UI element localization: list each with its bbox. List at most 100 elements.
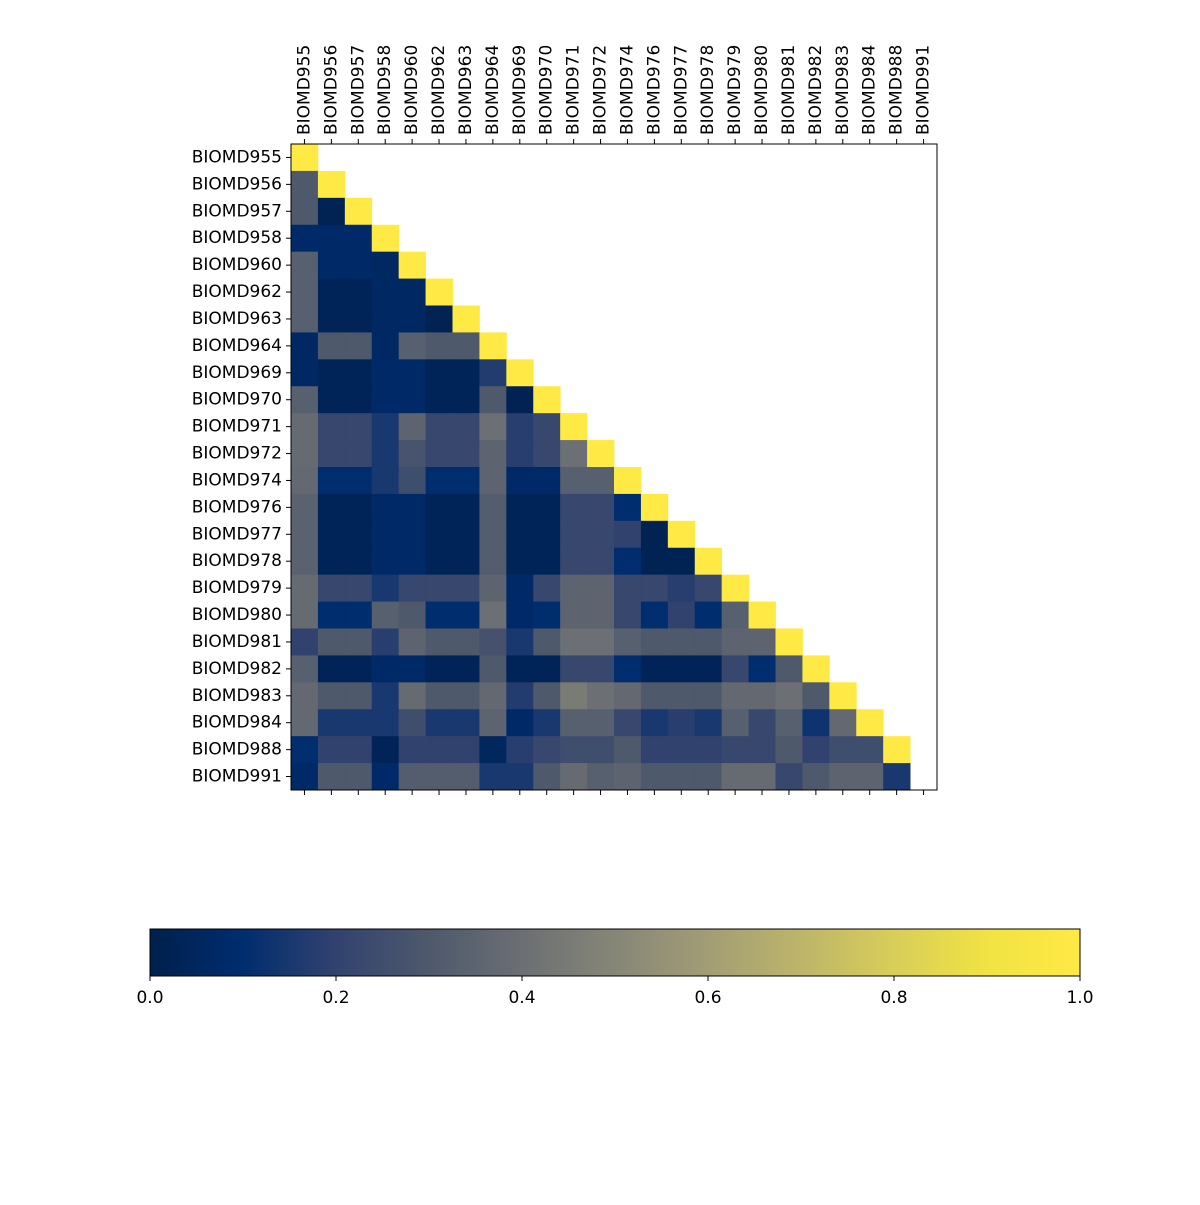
- heatmap-cell: [291, 278, 319, 306]
- heatmap-cell: [317, 493, 346, 522]
- heatmap-cell: [371, 332, 400, 360]
- heatmap-cell: [506, 547, 534, 576]
- y-tick-label: BIOMD988: [192, 740, 282, 760]
- heatmap-cell: [533, 763, 561, 791]
- heatmap-cell: [533, 574, 561, 602]
- heatmap-cell: [479, 763, 507, 791]
- heatmap-cell: [291, 359, 319, 387]
- x-tick-label: BIOMD964: [483, 45, 503, 135]
- heatmap-cell: [291, 197, 319, 226]
- heatmap-cell: [614, 574, 642, 602]
- y-tick-label: BIOMD980: [192, 605, 282, 625]
- heatmap-cell: [452, 628, 480, 656]
- heatmap-cell: [291, 628, 319, 656]
- heatmap-cell: [344, 547, 373, 576]
- heatmap-cell: [291, 144, 319, 172]
- heatmap-cell: [479, 386, 507, 414]
- y-tick-label: BIOMD979: [192, 578, 282, 598]
- heatmap-cell: [317, 574, 346, 602]
- heatmap-cell: [506, 655, 534, 683]
- heatmap-cell: [291, 440, 319, 468]
- heatmap-cell: [344, 655, 373, 683]
- heatmap-cell: [371, 493, 400, 522]
- heatmap-cell: [883, 736, 911, 764]
- colorbar-tick-label: 0.2: [322, 988, 349, 1008]
- heatmap-cell: [587, 601, 615, 629]
- heatmap-cell: [614, 467, 642, 495]
- heatmap-cell: [640, 709, 669, 737]
- heatmap-cell: [694, 763, 723, 791]
- heatmap-cell: [560, 682, 588, 710]
- x-tick-label: BIOMD991: [914, 45, 934, 135]
- heatmap-cell: [479, 709, 507, 737]
- heatmap-cell: [398, 655, 426, 683]
- colorbar-tick-label: 1.0: [1066, 988, 1093, 1008]
- heatmap-cell: [291, 709, 319, 737]
- heatmap-cell: [802, 655, 830, 683]
- heatmap-cell: [775, 628, 803, 656]
- heatmap-cell: [533, 682, 561, 710]
- heatmap-cell: [291, 467, 319, 495]
- heatmap-cell: [317, 305, 346, 333]
- heatmap-cell: [425, 332, 453, 360]
- heatmap-cell: [425, 440, 453, 468]
- heatmap-cell: [667, 763, 696, 791]
- heatmap-cell: [317, 628, 346, 656]
- heatmap-cell: [614, 709, 642, 737]
- heatmap-cell: [371, 386, 400, 414]
- heatmap-cell: [721, 655, 749, 683]
- heatmap-cell: [721, 763, 749, 791]
- heatmap-cell: [344, 359, 373, 387]
- heatmap-cell: [640, 547, 669, 576]
- x-tick-label: BIOMD980: [752, 45, 772, 135]
- heatmap-cell: [317, 359, 346, 387]
- heatmap-cell: [479, 332, 507, 360]
- y-tick-label: BIOMD969: [192, 363, 282, 383]
- heatmap-cell: [560, 493, 588, 522]
- heatmap-cell: [371, 601, 400, 629]
- heatmap-cell: [694, 547, 723, 576]
- heatmap-cell: [560, 709, 588, 737]
- heatmap-cell: [667, 574, 696, 602]
- heatmap-cell: [506, 682, 534, 710]
- heatmap-cell: [371, 359, 400, 387]
- heatmap-cell: [479, 628, 507, 656]
- heatmap-cell: [694, 574, 723, 602]
- heatmap-cell: [560, 547, 588, 576]
- x-tick-label: BIOMD963: [456, 45, 476, 135]
- heatmap-cell: [694, 628, 723, 656]
- heatmap-cell: [614, 547, 642, 576]
- heatmap-cell: [398, 601, 426, 629]
- heatmap-cell: [317, 709, 346, 737]
- heatmap-cell: [802, 682, 830, 710]
- heatmap-cell: [506, 763, 534, 791]
- heatmap-cell: [614, 601, 642, 629]
- heatmap-cell: [371, 467, 400, 495]
- colorbar-tick-label: 0.4: [508, 988, 535, 1008]
- heatmap-cell: [452, 520, 480, 549]
- heatmap-cell: [829, 763, 857, 791]
- heatmap-cell: [587, 574, 615, 602]
- heatmap-cell: [667, 520, 696, 549]
- heatmap-cell: [452, 493, 480, 522]
- heatmap-cell: [479, 601, 507, 629]
- heatmap-cell: [479, 736, 507, 764]
- y-tick-label: BIOMD956: [192, 174, 282, 194]
- x-tick-label: BIOMD981: [779, 45, 799, 135]
- heatmap-cell: [291, 332, 319, 360]
- heatmap-cell: [371, 251, 400, 279]
- heatmap-cell: [317, 682, 346, 710]
- heatmap-cell: [398, 520, 426, 549]
- y-tick-label: BIOMD958: [192, 228, 282, 248]
- heatmap-cell: [506, 709, 534, 737]
- heatmap-cell: [748, 709, 776, 737]
- heatmap-cell: [317, 332, 346, 360]
- heatmap-cell: [344, 332, 373, 360]
- heatmap-cell: [479, 547, 507, 576]
- heatmap-cell: [291, 305, 319, 333]
- y-tick-label: BIOMD974: [192, 470, 282, 490]
- heatmap-cell: [560, 440, 588, 468]
- heatmap-cell: [371, 574, 400, 602]
- heatmap-cell: [452, 709, 480, 737]
- heatmap-cell: [721, 682, 749, 710]
